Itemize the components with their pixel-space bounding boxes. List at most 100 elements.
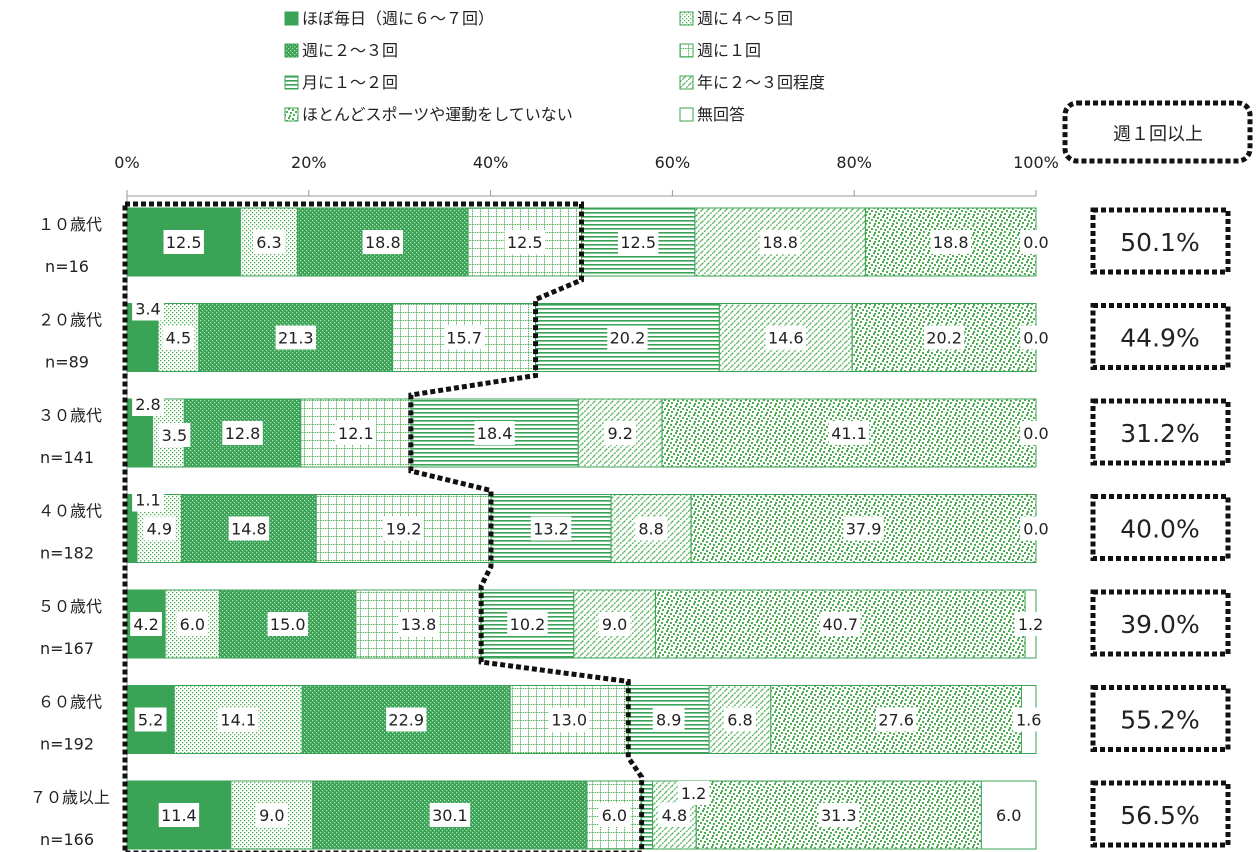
x-tick-label: 60% xyxy=(655,153,691,172)
legend-item: ほとんどスポーツや運動をしていない xyxy=(284,105,573,124)
value-label: 1.1 xyxy=(135,491,160,510)
value-label: 12.1 xyxy=(338,424,374,443)
value-label-bg xyxy=(992,803,1025,827)
value-label-bg xyxy=(1014,612,1047,636)
value-label: 4.8 xyxy=(662,806,687,825)
value-label-bg xyxy=(255,803,288,827)
value-label: 18.8 xyxy=(365,233,401,252)
summary-value: 44.9% xyxy=(1120,324,1199,353)
value-label: 3.5 xyxy=(162,426,187,445)
value-label-bg xyxy=(875,707,917,732)
value-label-bg xyxy=(386,707,427,732)
value-label-bg xyxy=(383,516,424,541)
category-n: n=89 xyxy=(45,353,89,372)
value-label: 11.4 xyxy=(161,806,197,825)
legend-label: 週に１回 xyxy=(697,41,761,60)
value-label-bg xyxy=(132,487,164,512)
value-label: 18.4 xyxy=(477,424,513,443)
value-label-bg xyxy=(759,230,801,254)
legend-label: 年に２～３回程度 xyxy=(697,73,825,92)
value-label: 15.7 xyxy=(446,329,482,348)
value-label: 0.0 xyxy=(1023,520,1048,539)
value-label-bg xyxy=(130,612,162,636)
value-label: 6.0 xyxy=(996,806,1021,825)
weekly-frame-outline xyxy=(122,201,645,852)
legend-label: 週に２～３回 xyxy=(302,41,398,60)
value-label: 20.2 xyxy=(926,329,962,348)
value-label: 4.2 xyxy=(133,615,158,634)
summary-header-box xyxy=(1062,100,1253,164)
value-label-bg xyxy=(828,421,870,445)
category-label: ６０歳代 xyxy=(38,693,102,712)
summary-box xyxy=(1090,398,1231,466)
value-label: 18.8 xyxy=(933,233,969,252)
value-label: 27.6 xyxy=(878,711,914,730)
summary-box xyxy=(1090,207,1231,275)
value-label: 15.0 xyxy=(270,615,306,634)
value-label-bg xyxy=(652,707,685,732)
x-tick-label: 80% xyxy=(836,153,872,172)
category-n: n=167 xyxy=(40,639,94,658)
value-label: 40.7 xyxy=(822,615,858,634)
summary-box xyxy=(1090,685,1231,752)
value-label: 0.0 xyxy=(1023,329,1048,348)
legend-item: ほぼ毎日（週に６～７回） xyxy=(284,9,494,28)
category-label: ４０歳代 xyxy=(38,502,102,521)
legend-swatch xyxy=(284,43,299,58)
value-label-bg xyxy=(443,325,485,350)
value-label: 1.2 xyxy=(681,784,706,803)
value-label: 9.2 xyxy=(607,424,632,443)
summary-value: 40.0% xyxy=(1120,515,1199,544)
value-label-bg xyxy=(820,612,861,636)
value-label-bg xyxy=(1020,516,1052,541)
legend-swatch xyxy=(284,107,299,122)
value-label-bg xyxy=(818,803,860,827)
legend-label: 週に４～５回 xyxy=(697,9,793,28)
value-label: 14.1 xyxy=(220,711,256,730)
value-label-bg xyxy=(923,325,965,350)
value-label: 14.8 xyxy=(231,520,267,539)
weekly-outline-path xyxy=(122,201,645,852)
value-label-bg xyxy=(218,707,259,732)
value-label-bg xyxy=(598,803,631,827)
value-label: 31.3 xyxy=(821,806,857,825)
legend-item: 無回答 xyxy=(679,105,745,124)
category-labels: １０歳代 n=16 ２０歳代 n=89 ３０歳代 n=141 ４０歳代 n=182 ５０歳代 n=… xyxy=(30,215,110,849)
summary-box xyxy=(1090,589,1231,657)
value-label-bg xyxy=(158,803,200,827)
value-label-bg xyxy=(429,803,471,827)
value-label: 6.3 xyxy=(256,233,281,252)
value-label: 12.5 xyxy=(620,233,656,252)
value-label: 20.2 xyxy=(610,329,646,348)
value-label: 13.0 xyxy=(551,711,587,730)
bar-segment xyxy=(315,494,492,563)
value-label-bg xyxy=(143,516,176,541)
value-label-bg xyxy=(930,230,971,254)
value-label: 1.2 xyxy=(1018,615,1043,634)
value-label-bg xyxy=(1012,707,1045,732)
bar-segment xyxy=(410,398,579,468)
value-label: 0.0 xyxy=(1023,233,1048,252)
x-tick-label: 0% xyxy=(114,153,139,172)
legend-label: 月に１～２回 xyxy=(302,73,398,92)
category-label: ５０歳代 xyxy=(38,597,102,616)
category-n: n=141 xyxy=(40,448,94,467)
x-tick-label: 40% xyxy=(473,153,509,172)
value-label: 1.6 xyxy=(1016,711,1041,730)
value-label-bg xyxy=(158,423,191,447)
summary-header: 週１回以上 xyxy=(1113,124,1203,145)
summary-value: 50.1% xyxy=(1120,228,1199,257)
value-label: 9.0 xyxy=(602,615,627,634)
category-label: ２０歳代 xyxy=(38,311,102,330)
legend-swatch xyxy=(679,107,694,122)
value-label-bg xyxy=(635,516,668,541)
value-label-bg xyxy=(132,296,164,321)
bar-segment xyxy=(480,589,575,659)
value-label: 13.8 xyxy=(401,615,437,634)
x-tick-label: 100% xyxy=(1013,153,1059,172)
value-label-bg xyxy=(362,230,404,254)
legend-label: ほぼ毎日（週に６～７回） xyxy=(302,9,494,28)
summary-value: 31.2% xyxy=(1120,419,1199,448)
value-label: 0.0 xyxy=(1023,424,1048,443)
